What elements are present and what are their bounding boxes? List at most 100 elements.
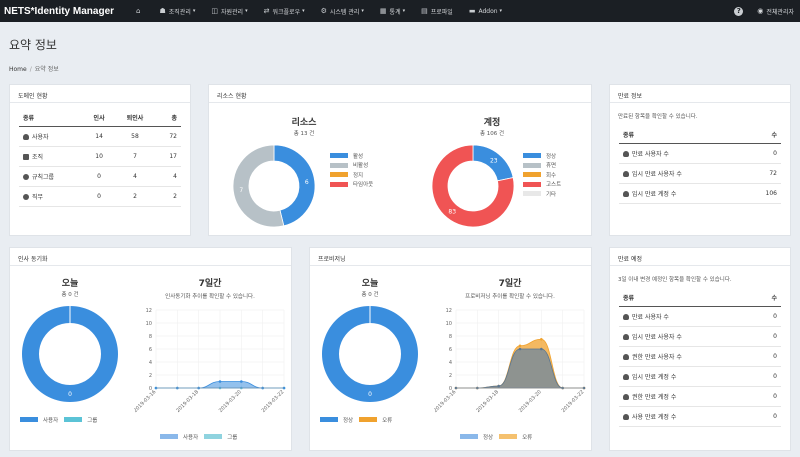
y-tick-label: 12 bbox=[446, 308, 452, 314]
cell-value[interactable]: 0 bbox=[83, 186, 115, 207]
legend-item[interactable]: 정상 bbox=[523, 151, 561, 161]
cell-value[interactable]: 7 bbox=[114, 146, 156, 167]
col-header: 종류 bbox=[19, 109, 84, 127]
legend-item[interactable]: 오류 bbox=[359, 415, 392, 425]
today-total: 총 0 건 bbox=[61, 292, 79, 298]
today-title: 오늘 bbox=[361, 279, 379, 289]
legend-item[interactable]: 휴면 bbox=[523, 161, 561, 171]
week-description: 인사동기화 추이를 확인할 수 있습니다. bbox=[165, 294, 255, 300]
nav-item-menu-7[interactable]: ▬ Addon ▾ bbox=[461, 0, 510, 22]
pie-slice bbox=[21, 306, 118, 402]
cell-value[interactable]: 0 bbox=[753, 326, 781, 347]
cell-value[interactable]: 0 bbox=[753, 406, 781, 427]
legend-item[interactable]: 사용자 bbox=[20, 415, 58, 425]
cell-value[interactable]: 72 bbox=[155, 126, 181, 147]
legend-item[interactable]: 회수 bbox=[523, 170, 561, 180]
pie-slice bbox=[321, 306, 418, 402]
account-legend: 정상 휴면 회수 고스트 기타 bbox=[523, 151, 561, 199]
col-header: 종류 bbox=[619, 126, 745, 144]
cell-value[interactable]: 0 bbox=[753, 386, 781, 407]
legend-item[interactable]: 기타 bbox=[523, 189, 561, 199]
col-header: 수 bbox=[753, 289, 781, 307]
legend-item[interactable]: 고스트 bbox=[523, 180, 561, 190]
cell-value[interactable]: 0 bbox=[753, 346, 781, 367]
y-tick-label: 8 bbox=[149, 334, 152, 340]
legend-swatch bbox=[523, 162, 541, 168]
nav-item-menu-5[interactable]: ▦ 통계 ▾ bbox=[372, 0, 413, 22]
table-row: 사용자 14 58 72 bbox=[19, 126, 181, 147]
legend-item[interactable]: 그룹 bbox=[64, 415, 97, 425]
legend-item[interactable]: 정상 bbox=[460, 432, 493, 442]
help-icon[interactable]: ? bbox=[734, 6, 744, 16]
y-tick-label: 10 bbox=[446, 321, 452, 327]
cell-value[interactable]: 2 bbox=[155, 186, 181, 207]
globe-icon bbox=[23, 174, 29, 180]
x-tick-label: 2019-03-22 bbox=[561, 389, 586, 414]
nav-item-menu-3[interactable]: ⇄ 워크플로우 ▾ bbox=[256, 0, 313, 22]
prov-today-legend: 정상 오류 bbox=[320, 415, 392, 425]
legend-item[interactable]: 활성 bbox=[330, 151, 373, 161]
legend-label: 오류 bbox=[382, 417, 393, 424]
provisioning-panel: 프로비저닝 오늘 총 0 건 0 정상 오류 7일간 프로비저닝 추이를 확인할 … bbox=[309, 247, 592, 451]
legend-swatch bbox=[330, 162, 348, 168]
y-tick-label: 4 bbox=[449, 360, 452, 366]
cell-value[interactable]: 0 bbox=[753, 306, 781, 327]
nav-item-menu-2[interactable]: ◫ 자원관리 ▾ bbox=[203, 0, 255, 22]
cell-value[interactable]: 58 bbox=[114, 126, 156, 147]
today-total: 총 0 건 bbox=[361, 292, 379, 298]
data-point bbox=[540, 347, 543, 351]
cell-value[interactable]: 10 bbox=[83, 146, 115, 167]
panel-description: 만료된 항목을 확인할 수 있습니다. bbox=[618, 114, 698, 120]
account-title: 계정 bbox=[483, 118, 501, 128]
user-menu[interactable]: ◉ 전체관리자 bbox=[757, 7, 794, 16]
table-row: 임시 만료 사용자 수 0 bbox=[619, 326, 781, 347]
panel-title: 도메인 현황 bbox=[10, 85, 190, 103]
resource-total: 총 13 건 bbox=[293, 131, 315, 137]
row-label: 직무 bbox=[32, 194, 44, 201]
cell-value[interactable]: 0 bbox=[744, 143, 781, 164]
pie-slice-1 bbox=[232, 144, 285, 228]
cell-value[interactable]: 2 bbox=[114, 186, 156, 207]
user-icon bbox=[23, 134, 29, 140]
nav-item-menu-1[interactable]: ☗ 조직관리 ▾ bbox=[151, 0, 203, 22]
expire-plan-panel: 만료 예정 3일 이내 변경 예정인 항목을 확인할 수 있습니다. 종류 수 … bbox=[609, 247, 791, 451]
resource-legend: 활성 비활성 정지 타임아웃 bbox=[330, 151, 373, 189]
chevron-down-icon: ▾ bbox=[302, 8, 305, 14]
legend-swatch bbox=[64, 417, 83, 423]
cell-value[interactable]: 14 bbox=[83, 126, 115, 147]
area-series-0 bbox=[456, 348, 584, 389]
y-tick-label: 0 bbox=[149, 386, 152, 392]
row-label: 만료 사용자 수 bbox=[632, 314, 669, 321]
legend-swatch bbox=[523, 153, 541, 159]
cell-value[interactable]: 72 bbox=[744, 163, 781, 184]
legend-item[interactable]: 정상 bbox=[320, 415, 353, 425]
panel-title: 만료 예정 bbox=[610, 248, 790, 266]
nav-item-home[interactable]: ⌂ bbox=[128, 0, 151, 22]
legend-item[interactable]: 정지 bbox=[330, 170, 373, 180]
panel-title: 만료 정보 bbox=[610, 85, 790, 103]
legend-swatch bbox=[460, 434, 478, 440]
nav-item-menu-4[interactable]: ⚙ 시스템 관리 ▾ bbox=[313, 0, 372, 22]
legend-item[interactable]: 비활성 bbox=[330, 161, 373, 171]
legend-item[interactable]: 사용자 bbox=[160, 432, 198, 442]
brand-logo[interactable]: NETS*Identity Manager bbox=[4, 5, 115, 17]
cell-value[interactable]: 17 bbox=[155, 146, 181, 167]
legend-swatch bbox=[523, 181, 541, 187]
cell-value[interactable]: 0 bbox=[83, 166, 115, 187]
cell-value[interactable]: 4 bbox=[114, 166, 156, 187]
x-tick-label: 2019-03-18 bbox=[175, 389, 200, 414]
legend-item[interactable]: 그룹 bbox=[204, 432, 237, 442]
breadcrumb-home[interactable]: Home bbox=[9, 66, 27, 73]
legend-item[interactable]: 타임아웃 bbox=[330, 180, 373, 190]
y-tick-label: 12 bbox=[146, 308, 152, 314]
row-label: 규칙그룹 bbox=[32, 174, 55, 181]
top-navbar: NETS*Identity Manager ⌂ ☗ 조직관리 ▾ ◫ 자원관리 ▾ ⇄ 워크플로… bbox=[0, 0, 800, 22]
cell-value[interactable]: 0 bbox=[753, 366, 781, 387]
cell-value[interactable]: 4 bbox=[155, 166, 181, 187]
legend-swatch bbox=[330, 172, 348, 178]
row-label: 사용 만료 계정 수 bbox=[632, 414, 677, 421]
row-label: 사용자 bbox=[32, 134, 49, 141]
cell-value[interactable]: 106 bbox=[744, 183, 781, 204]
nav-item-menu-6[interactable]: ▤ 프로파일 bbox=[413, 0, 461, 22]
legend-item[interactable]: 오류 bbox=[499, 432, 532, 442]
